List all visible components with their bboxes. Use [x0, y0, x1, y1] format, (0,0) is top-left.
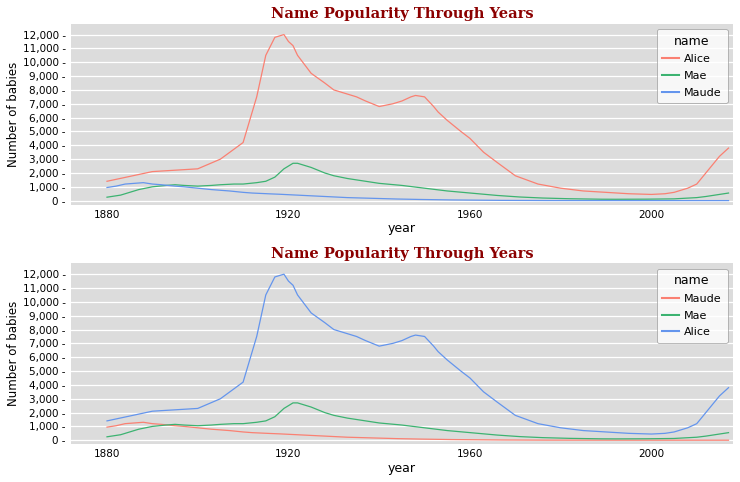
Title: Name Popularity Through Years: Name Popularity Through Years	[271, 247, 534, 261]
Title: Name Popularity Through Years: Name Popularity Through Years	[271, 7, 534, 21]
X-axis label: year: year	[388, 462, 416, 475]
Legend: Maude, Mae, Alice: Maude, Mae, Alice	[656, 268, 727, 343]
Legend: Alice, Mae, Maude: Alice, Mae, Maude	[656, 29, 727, 103]
Y-axis label: Number of babies: Number of babies	[7, 62, 20, 167]
X-axis label: year: year	[388, 223, 416, 235]
Y-axis label: Number of babies: Number of babies	[7, 301, 20, 406]
